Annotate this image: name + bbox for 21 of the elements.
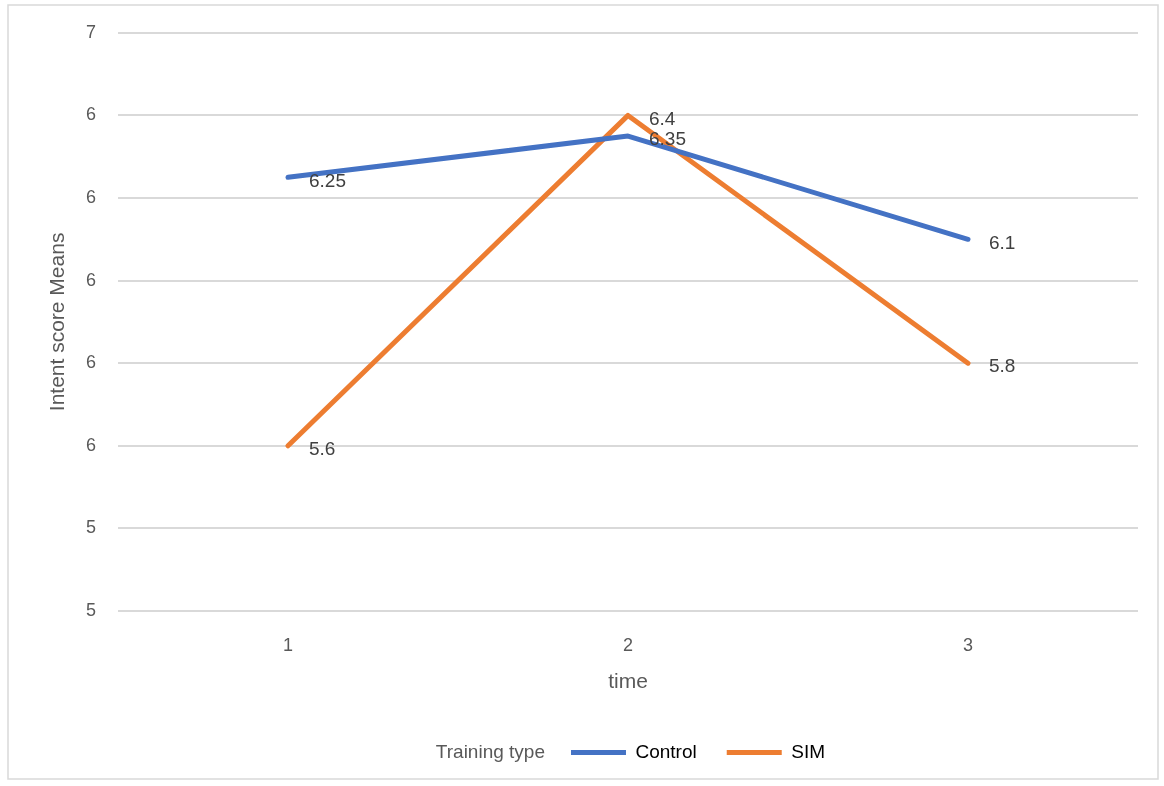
- data-label: 5.6: [309, 438, 336, 460]
- y-tick-label: 5: [85, 599, 96, 620]
- data-label: 6.25: [309, 169, 346, 191]
- y-tick-label: 6: [85, 434, 96, 455]
- legend-label: Control: [635, 740, 697, 762]
- x-tick-label: 2: [622, 634, 634, 655]
- data-label: 6.4: [649, 107, 676, 129]
- data-label: 6.1: [989, 231, 1016, 253]
- y-tick-label: 6: [85, 269, 96, 290]
- legend-label: SIM: [791, 740, 826, 762]
- y-tick-label: 6: [85, 104, 96, 125]
- y-tick-label: 6: [85, 186, 96, 207]
- y-tick-label: 7: [85, 21, 96, 42]
- y-tick-label: 6: [85, 352, 96, 373]
- y-axis-title: Intent score Means: [45, 232, 69, 412]
- x-tick-label: 1: [282, 634, 294, 655]
- y-tick-label: 5: [85, 517, 96, 538]
- legend-title: Training type: [435, 740, 545, 762]
- x-axis-title: time: [608, 669, 648, 693]
- x-tick-label: 3: [962, 634, 974, 655]
- data-label: 5.8: [989, 355, 1016, 377]
